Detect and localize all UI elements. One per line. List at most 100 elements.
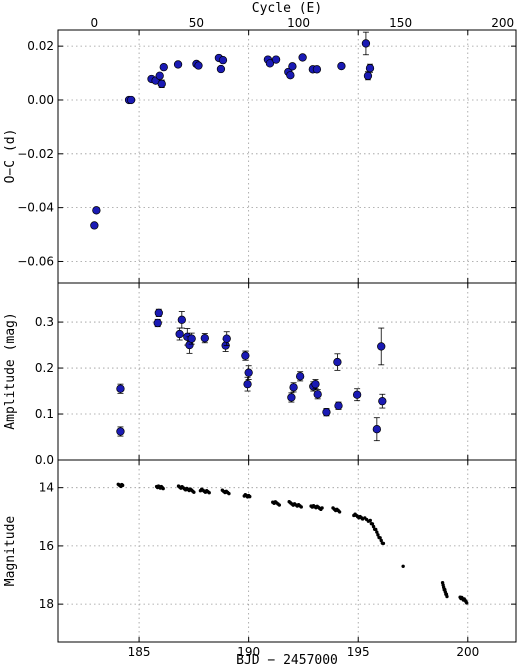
amp-data-point [377,342,386,351]
oc-data-point [157,79,166,88]
amp-data-point [378,397,387,406]
oc-data-point [218,55,228,65]
amp-data-point [322,408,331,417]
oc-data-point [159,62,168,72]
amp-panel-frame [57,282,517,461]
magnitude-point [376,533,380,537]
magnitude-point [374,527,378,532]
top-tick-label: 200 [491,16,514,30]
magnitude-point [320,506,324,510]
oc-ytick-label: −0.02 [17,147,54,161]
amp-data-point [116,427,125,436]
oc-data-point [365,64,375,73]
amp-ytick-label: 0.2 [35,361,54,375]
oc-data-point [194,61,203,70]
magnitude-point [248,494,252,499]
amp-data-point [287,393,296,402]
amp-data-point [222,334,231,343]
mag-panel-frame [57,459,517,643]
magnitude-point [227,491,231,496]
x-tick-label: 195 [347,645,370,659]
oc-ylabel: O−C (d) [3,129,18,184]
top-axis: 0 50 100 150 200 [91,16,515,30]
x-tick-label: 185 [128,645,151,659]
amp-ylabel: Amplitude (mag) [3,312,18,429]
magnitude-point [371,524,376,529]
magnitude-point [120,483,125,488]
oc-data-point [361,39,371,48]
amp-data-point [352,390,362,399]
x-tick-label: 190 [237,645,260,659]
mag-panel: 14 16 18 Magnitude [3,459,517,643]
oc-data-point [271,55,281,64]
oc-data-point [298,53,307,62]
oc-data-point [363,71,373,80]
oc-data-point [216,64,226,74]
amp-data-point [187,334,196,343]
magnitude-point [368,518,372,523]
top-tick-label: 0 [91,16,99,30]
top-tick-label: 50 [189,16,204,30]
mag-ytick-label: 14 [39,481,54,495]
amp-data-point [311,379,320,389]
magnitude-point [378,536,382,540]
amp-data-point [116,384,125,393]
top-tick-label: 100 [287,16,310,30]
oc-data-point [286,71,295,80]
amp-data-point [177,315,186,324]
magnitude-point [464,601,469,605]
oc-data-point [288,62,297,71]
magnitude-point [445,594,449,599]
mag-ytick-label: 16 [39,539,54,553]
amp-data-point [313,390,322,399]
amp-data-point [175,329,184,339]
amp-data-point [333,357,342,367]
amp-panel: 0.0 0.1 0.2 0.3 Amplitude (mag) [3,282,517,467]
magnitude-point [379,538,383,543]
oc-data-point [155,71,164,80]
oc-data-point [126,95,136,105]
oc-data-point [265,59,275,68]
oc-ytick-label: −0.04 [17,201,54,215]
magnitude-point [401,564,405,568]
magnitude-point [277,503,282,507]
magnitude-point [370,522,375,526]
amp-data-point [200,334,209,343]
oc-data-point [90,221,99,230]
magnitude-point [337,510,342,514]
oc-ytick-label: 0.00 [27,93,54,107]
amp-data-point [289,383,298,392]
amp-data-point [154,308,163,318]
mag-ytick-label: 18 [39,597,54,611]
amp-data-point [153,318,162,328]
magnitude-point [192,490,196,494]
amp-data-point [334,401,343,410]
x-tick-label: 200 [456,645,479,659]
amp-data-point [372,425,381,434]
x-axis-title: BJD − 2457000 [236,653,338,668]
bottom-axis: 185 190 195 200 [128,645,480,659]
oc-ytick-label: 0.02 [27,39,54,53]
top-tick-label: 150 [389,16,412,30]
oc-data-point [312,65,322,74]
magnitude-point [161,486,165,491]
oc-panel: 0.02 0.00 −0.02 −0.04 −0.06 O−C (d) [3,29,517,284]
oc-data-point [92,206,101,215]
magnitude-point [207,491,211,495]
oc-ytick-label: −0.06 [17,254,54,268]
magnitude-point [375,530,379,534]
magnitude-point [299,505,303,509]
amp-data-point [243,379,252,389]
amp-ytick-label: 0.1 [35,407,54,421]
amp-data-point [295,372,305,381]
mag-ylabel: Magnitude [3,516,18,587]
oc-panel-frame [57,29,517,284]
top-axis-title: Cycle (E) [252,1,322,16]
amp-ytick-label: 0.0 [35,453,54,467]
amp-ytick-label: 0.3 [35,315,54,329]
amp-data-point [244,368,253,377]
magnitude-point [381,541,386,546]
oc-data-point [337,61,346,71]
amp-data-point [241,351,250,360]
